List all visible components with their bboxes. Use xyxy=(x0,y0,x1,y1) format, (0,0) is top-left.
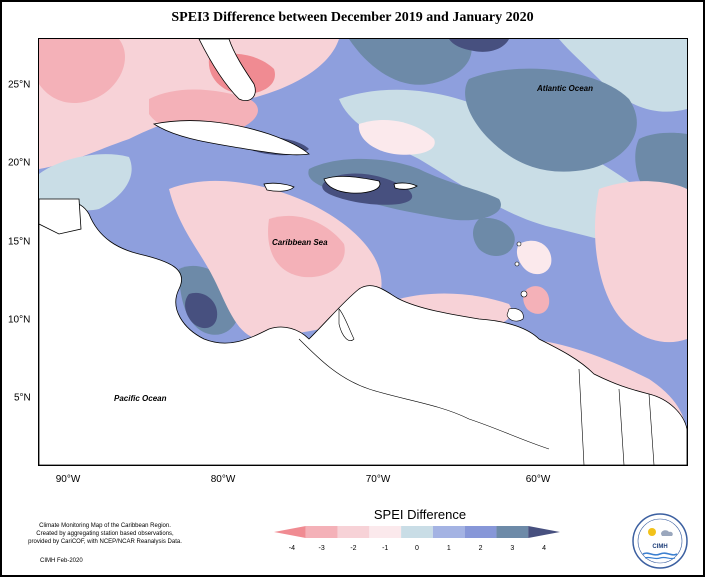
field-steel-leeward xyxy=(473,218,515,256)
legend-tick-label: 4 xyxy=(542,545,546,552)
field-pink-gulf-core xyxy=(39,39,125,104)
field-steel-north xyxy=(349,39,472,85)
land-yucatan xyxy=(39,198,82,235)
legend-tick-label: -3 xyxy=(319,545,325,552)
map-title: SPEI3 Difference between December 2019 a… xyxy=(171,10,534,25)
legend-title: SPEI Difference xyxy=(373,507,467,522)
map-panel: Atlantic Ocean Caribbean Sea Pacific Oce… xyxy=(38,38,688,466)
logo-text: CIMH xyxy=(652,544,667,550)
sun-icon xyxy=(648,528,656,536)
y-tick-15n: 15°N xyxy=(8,236,31,248)
legend-tick-label: -2 xyxy=(350,545,356,552)
field-navy-nicaragua xyxy=(185,292,218,329)
label-caribbean-sea: Caribbean Sea xyxy=(272,238,328,247)
x-tick-90w: 90°W xyxy=(55,474,81,485)
field-steel-atlantic xyxy=(465,68,637,172)
land-guadeloupe xyxy=(516,241,522,247)
y-tick-5n: 5°N xyxy=(14,392,31,404)
map-canvas: Atlantic Ocean Caribbean Sea Pacific Oce… xyxy=(39,39,687,465)
field-pink-barbados xyxy=(523,286,550,314)
legend-swatch xyxy=(432,526,465,538)
wave-icon xyxy=(642,552,678,556)
border-lake-maracaibo xyxy=(338,308,355,341)
land-florida xyxy=(198,39,256,101)
credit-text: CIMH Feb-2020 xyxy=(40,558,83,564)
land-puerto-rico xyxy=(393,182,418,190)
field-pink-caribbean xyxy=(169,180,382,340)
legend-tick-label: -4 xyxy=(289,545,295,552)
label-atlantic-ocean: Atlantic Ocean xyxy=(536,84,593,93)
legend-swatch xyxy=(496,526,529,538)
land-hispaniola xyxy=(323,175,381,194)
y-tick-10n: 10°N xyxy=(8,314,31,326)
land-central-south-america xyxy=(39,200,687,465)
land-barbados xyxy=(520,290,528,298)
field-pink-atlantic-east xyxy=(594,181,687,343)
field-lightblue-yucatan xyxy=(39,154,132,211)
land-jamaica xyxy=(263,182,295,192)
y-tick-25n: 25°N xyxy=(8,79,31,91)
x-tick-70w: 70°W xyxy=(365,474,391,485)
legend-swatch xyxy=(464,526,497,538)
footnote-line3: provided by CariCOF, with NCEP/NCAR Rean… xyxy=(28,539,182,545)
border-guianas xyxy=(578,368,655,465)
land-martinique xyxy=(514,261,520,267)
footnote-line2: Created by aggregating station based obs… xyxy=(36,531,174,537)
legend-swatch xyxy=(274,526,306,538)
legend-swatch xyxy=(369,526,402,538)
legend-tick-label: 1 xyxy=(447,545,451,552)
legend-tick-label: 3 xyxy=(510,545,514,552)
field-lightpink-antilles xyxy=(516,240,552,275)
y-tick-20n: 20°N xyxy=(8,157,31,169)
x-tick-60w: 60°W xyxy=(525,474,551,485)
legend-swatch xyxy=(337,526,370,538)
legend-tick-label: 0 xyxy=(415,545,419,552)
border-lines-south-america xyxy=(298,338,550,450)
field-pink-caribbean-core xyxy=(268,215,345,278)
field-lightpink-bahamas xyxy=(358,119,435,155)
legend-swatch xyxy=(305,526,338,538)
cimh-logo: CIMH xyxy=(632,513,688,569)
cloud-icon xyxy=(661,530,673,536)
footnote-line1: Climate Monitoring Map of the Caribbean … xyxy=(39,523,171,529)
legend-swatch xyxy=(528,526,560,538)
label-pacific-ocean: Pacific Ocean xyxy=(114,394,167,403)
legend-tick-label: 2 xyxy=(479,545,483,552)
x-tick-80w: 80°W xyxy=(210,474,236,485)
legend-swatch xyxy=(401,526,433,538)
field-navy-north xyxy=(449,39,509,52)
field-lightblue-ne xyxy=(559,39,687,112)
land-trinidad xyxy=(506,308,524,322)
land-cuba xyxy=(152,120,310,156)
legend-colorbar: -4 -3 -2 -1 0 1 2 3 4 xyxy=(274,526,560,552)
legend-tick-label: -1 xyxy=(382,545,388,552)
